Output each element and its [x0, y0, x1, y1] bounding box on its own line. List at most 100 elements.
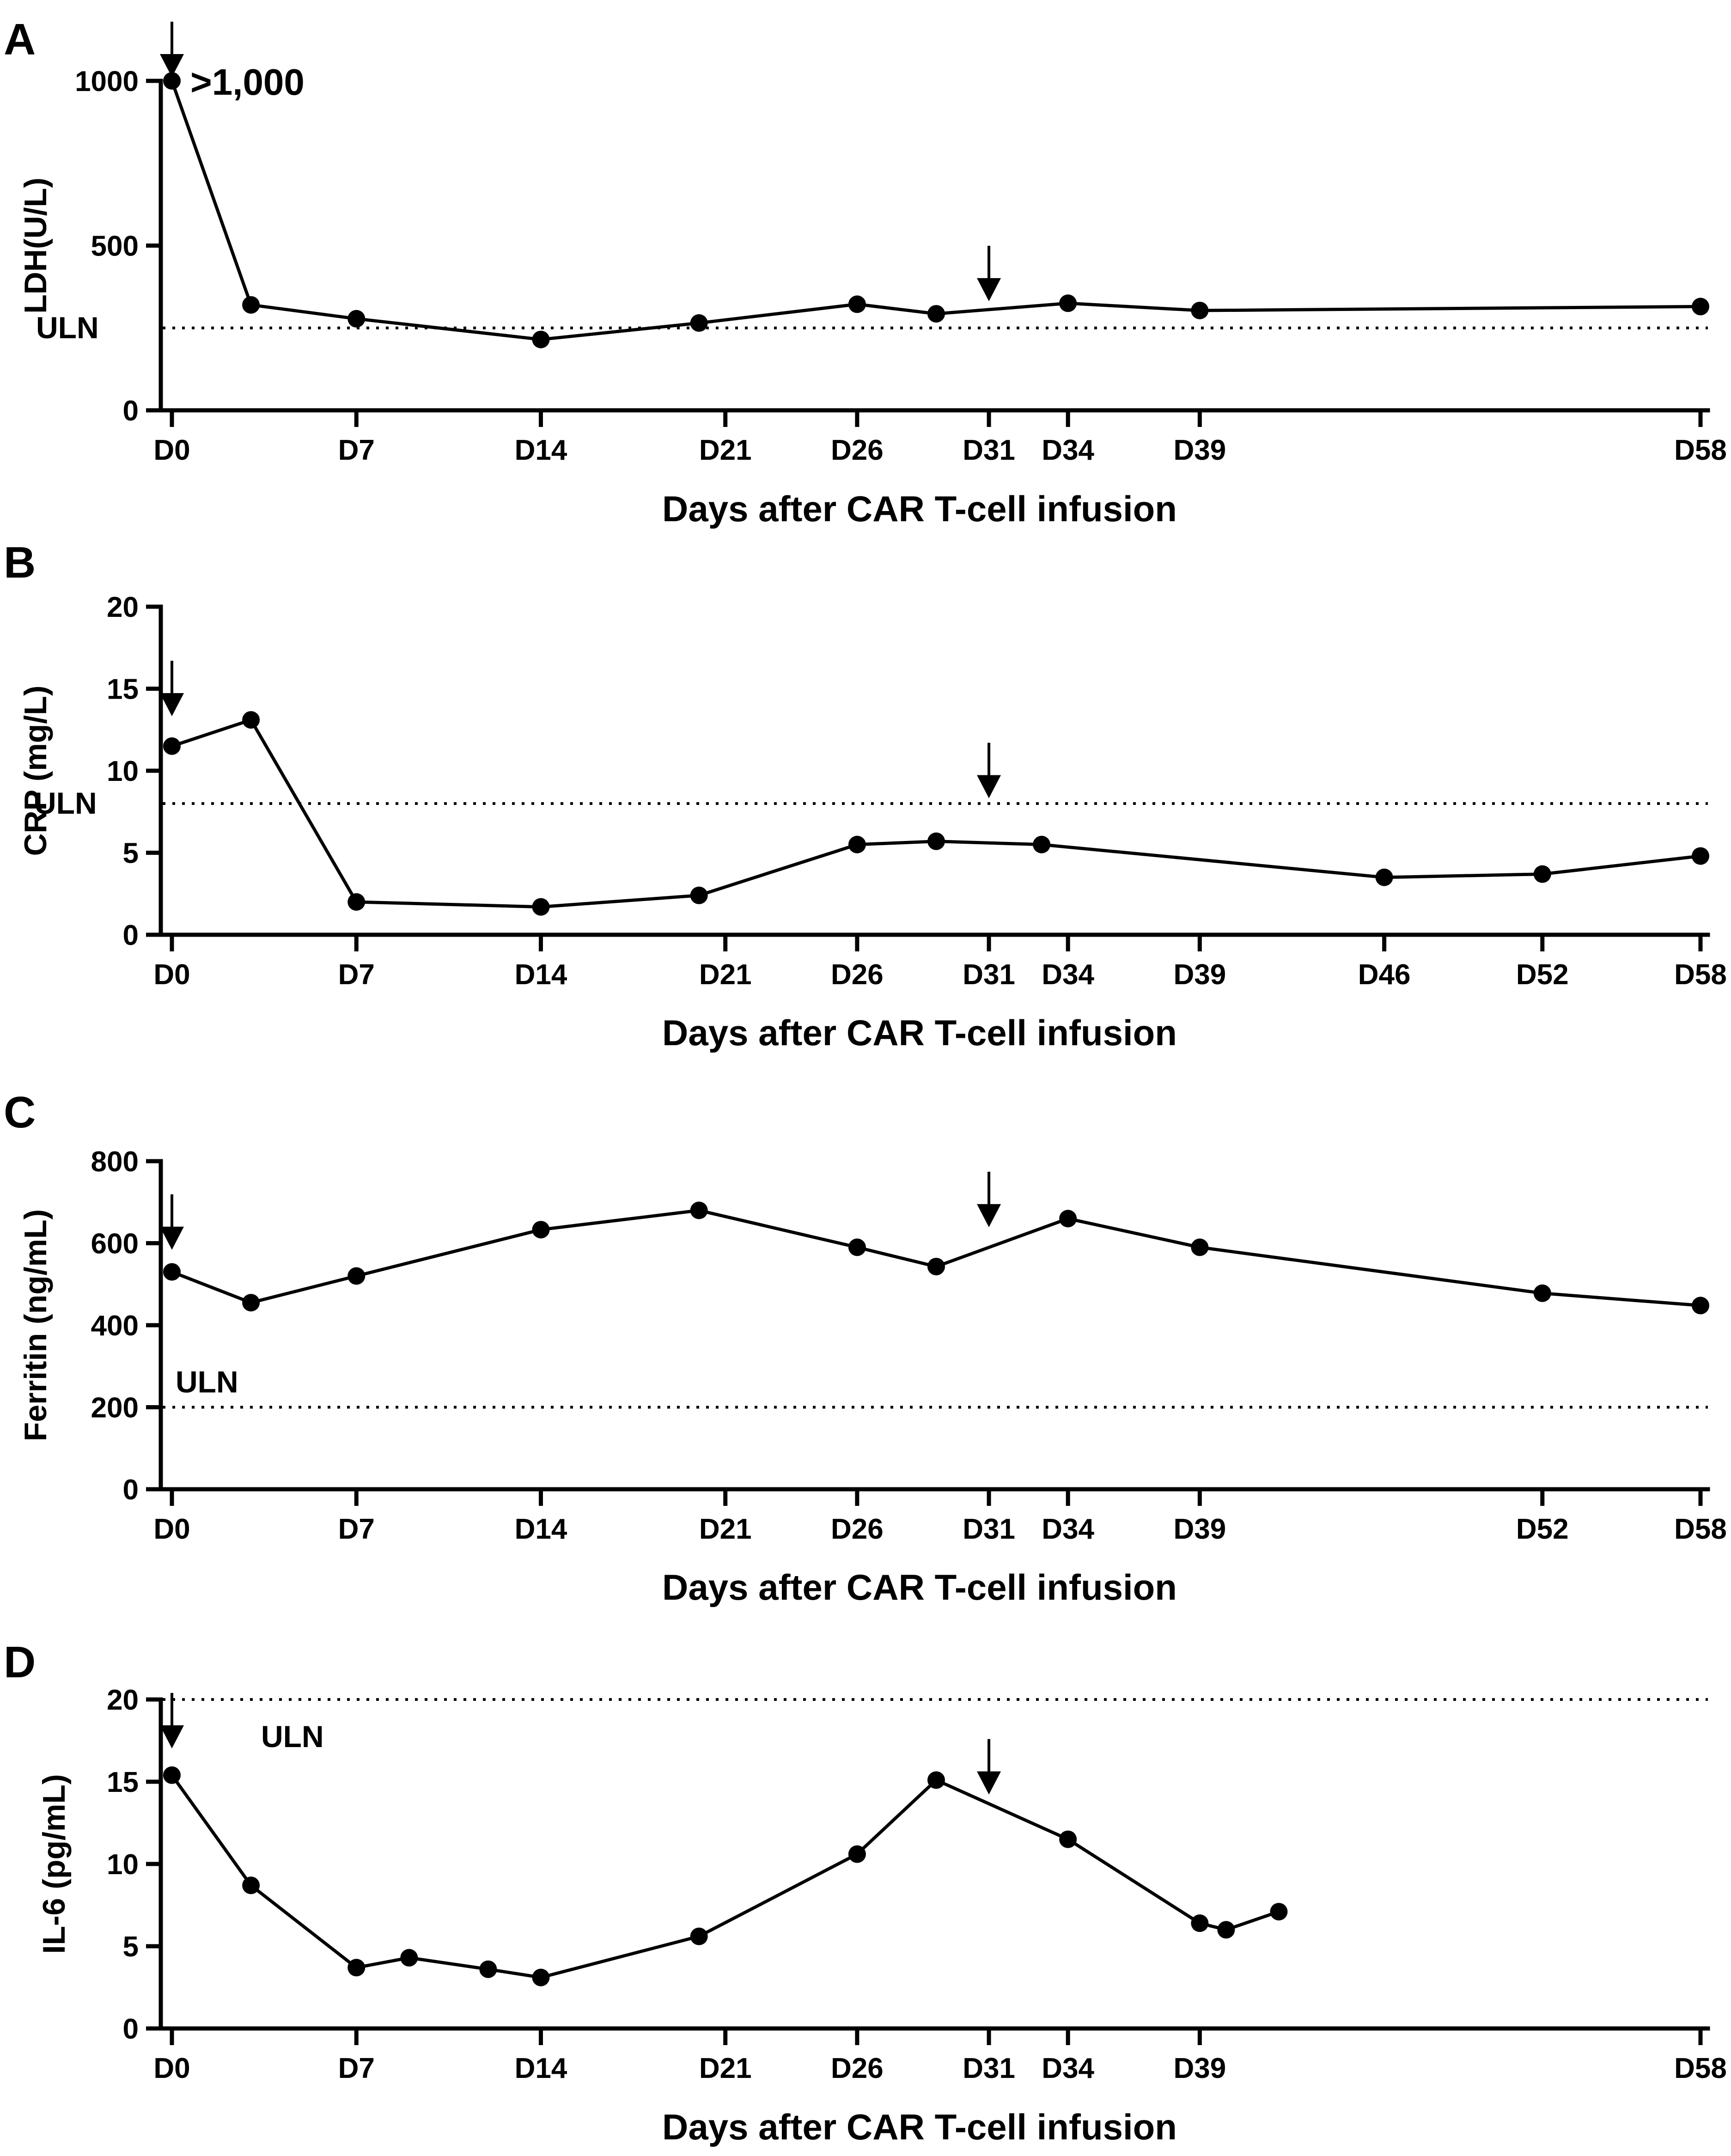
data-point[interactable] — [163, 737, 181, 755]
data-point[interactable] — [1191, 301, 1209, 319]
panel-letter: B — [4, 538, 36, 587]
data-point[interactable] — [163, 1766, 181, 1784]
data-point[interactable] — [848, 295, 866, 313]
data-point[interactable] — [1059, 1830, 1077, 1848]
data-point[interactable] — [242, 296, 260, 314]
series-line-il-6 — [171, 1774, 1280, 1979]
data-point[interactable] — [927, 832, 945, 850]
x-tick-label: D7 — [338, 959, 375, 991]
x-tick-label: D39 — [1173, 434, 1226, 466]
data-point[interactable] — [690, 1201, 708, 1219]
down-arrow-icon — [977, 1739, 1001, 1795]
x-tick-label: D26 — [831, 434, 884, 466]
data-point[interactable] — [927, 1771, 945, 1789]
data-point[interactable] — [690, 886, 708, 904]
panel-letter: C — [4, 1088, 36, 1137]
x-tick-label: D39 — [1173, 959, 1226, 991]
arrow-head — [160, 1725, 184, 1748]
down-arrow-icon — [977, 245, 1001, 301]
data-point[interactable] — [690, 1927, 708, 1945]
data-point[interactable] — [532, 330, 550, 348]
panel-b: B 0 5 10 15 20 D0 D7 D14 D21 D26 D31 D34 D39 D46 D52 D58… — [4, 538, 1727, 1053]
data-point[interactable] — [1533, 865, 1551, 883]
data-point[interactable] — [1033, 835, 1051, 853]
x-tick-label: D39 — [1173, 2052, 1226, 2084]
data-point[interactable] — [347, 310, 366, 328]
data-point[interactable] — [163, 1263, 181, 1281]
x-tick-label: D26 — [831, 2052, 884, 2084]
x-tick-label: D0 — [153, 959, 190, 991]
x-tick-label: D46 — [1358, 959, 1411, 991]
data-point[interactable] — [1059, 1210, 1077, 1228]
series-line-ldh — [170, 80, 1701, 341]
data-point[interactable] — [347, 893, 366, 911]
y-tick-label: 15 — [107, 674, 139, 706]
data-point[interactable] — [927, 1258, 945, 1276]
arrow-head — [977, 278, 1001, 301]
data-point[interactable] — [1191, 1914, 1209, 1932]
data-point[interactable] — [1692, 847, 1709, 865]
data-point[interactable] — [848, 835, 866, 853]
y-tick-label: 500 — [91, 231, 139, 262]
data-point[interactable] — [163, 72, 181, 90]
panel-c: C 0 200 400 600 800 D0 D7 D14 D21 D26 D31 D34 D39 D52 D… — [4, 1088, 1727, 1608]
down-arrow-icon — [160, 1194, 184, 1250]
uln-label: ULN — [36, 311, 99, 345]
data-point[interactable] — [1191, 1238, 1209, 1256]
data-point[interactable] — [347, 1959, 366, 1977]
x-tick-label: D21 — [699, 2052, 752, 2084]
data-point[interactable] — [1217, 1921, 1235, 1939]
y-tick-label: 20 — [107, 1684, 139, 1716]
data-point[interactable] — [532, 1221, 550, 1239]
y-tick-label: 0 — [123, 920, 139, 951]
y-tick-label: 15 — [107, 1766, 139, 1798]
data-point[interactable] — [848, 1845, 866, 1863]
uln-label: ULN — [261, 1719, 324, 1754]
x-tick-label: D31 — [963, 959, 1015, 991]
y-tick-label: 0 — [123, 1474, 139, 1506]
arrow-head — [977, 1771, 1001, 1795]
data-point[interactable] — [400, 1949, 418, 1967]
panel-a: A 0 500 1000 D0 D7 D14 D21 D26 D31 D34 D39 D58 ULN >1,… — [4, 15, 1727, 529]
data-point[interactable] — [1692, 1297, 1709, 1315]
x-tick-label: D14 — [515, 2052, 567, 2084]
data-point[interactable] — [690, 314, 708, 332]
data-point[interactable] — [927, 305, 945, 323]
arrow-head — [160, 1226, 184, 1250]
x-tick-label: D14 — [515, 434, 567, 466]
y-tick-label: 5 — [123, 838, 139, 870]
down-arrow-icon — [977, 1171, 1001, 1227]
data-point[interactable] — [242, 1294, 260, 1312]
y-tick-label: 10 — [107, 755, 139, 787]
x-tick-label: D14 — [515, 959, 567, 991]
x-tick-label: D58 — [1674, 959, 1727, 991]
y-tick-label: 10 — [107, 1849, 139, 1881]
y-tick-label: 200 — [91, 1392, 139, 1424]
down-arrow-icon — [160, 22, 184, 77]
x-tick-label: D14 — [515, 1513, 567, 1545]
data-point[interactable] — [848, 1238, 866, 1256]
data-point[interactable] — [242, 1876, 260, 1894]
x-tick-label: D26 — [831, 1513, 884, 1545]
panel-letter: D — [4, 1638, 36, 1687]
x-tick-label: D34 — [1042, 1513, 1094, 1545]
data-point[interactable] — [532, 898, 550, 916]
y-axis-label: CRP (mg/L) — [18, 686, 53, 856]
data-point[interactable] — [532, 1968, 550, 1986]
y-axis-label: LDH(U/L) — [18, 177, 53, 314]
data-point[interactable] — [479, 1960, 497, 1978]
data-point[interactable] — [347, 1267, 366, 1285]
arrow-head — [977, 1204, 1001, 1227]
arrow-head — [977, 775, 1001, 798]
data-point[interactable] — [1270, 1903, 1288, 1921]
y-tick-label: 600 — [91, 1228, 139, 1260]
data-point[interactable] — [1533, 1284, 1551, 1302]
data-point[interactable] — [1059, 294, 1077, 312]
x-tick-label: D58 — [1674, 434, 1727, 466]
uln-label: ULN — [34, 786, 97, 820]
y-tick-label: 0 — [123, 395, 139, 427]
data-point[interactable] — [1692, 298, 1709, 316]
data-point[interactable] — [242, 711, 260, 729]
x-tick-label: D52 — [1516, 959, 1569, 991]
data-point[interactable] — [1375, 868, 1393, 886]
